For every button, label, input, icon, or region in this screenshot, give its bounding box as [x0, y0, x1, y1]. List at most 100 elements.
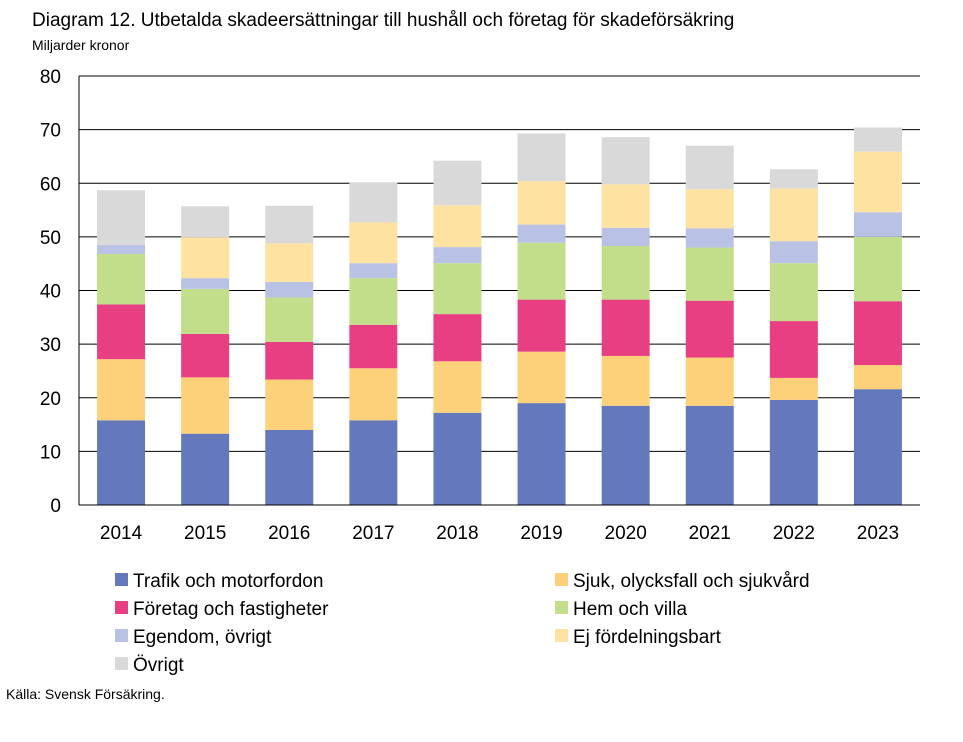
bar-segment	[433, 205, 482, 248]
x-tick-label: 2023	[857, 523, 899, 544]
legend-label: Trafik och motorfordon	[133, 571, 323, 592]
bar-segment	[349, 182, 398, 223]
bar-segment	[685, 189, 734, 229]
bar-segment	[685, 145, 734, 190]
bar-segment	[601, 227, 650, 246]
bar-segment	[853, 389, 902, 505]
bar-segment	[181, 288, 230, 334]
x-tick-label: 2018	[436, 523, 478, 544]
y-tick-label: 20	[40, 389, 61, 410]
source-note: Källa: Svensk Försäkring.	[6, 686, 165, 702]
bar-segment	[853, 301, 902, 366]
bar-segment	[853, 365, 902, 390]
bar-segment	[97, 254, 146, 305]
bar-segment	[433, 247, 482, 264]
legend-label: Egendom, övrigt	[133, 627, 272, 648]
bar-segment	[853, 151, 902, 213]
bar-segment	[265, 297, 314, 342]
x-tick-label: 2017	[352, 523, 394, 544]
y-tick-label: 70	[40, 121, 61, 142]
bar-segment	[97, 244, 146, 255]
y-tick-label: 30	[40, 335, 61, 356]
bar-segment	[517, 224, 566, 243]
y-axis-unit: Miljarder kronor	[32, 37, 130, 53]
bar-segment	[769, 169, 818, 189]
x-tick-label: 2015	[184, 523, 226, 544]
legend-swatch	[115, 601, 128, 614]
bar-segment	[769, 188, 818, 242]
bar-segment	[601, 355, 650, 406]
bar-segment	[181, 206, 230, 238]
x-tick-label: 2020	[605, 523, 647, 544]
x-tick-label: 2016	[268, 523, 310, 544]
bar-segment	[97, 420, 146, 505]
bar-segment	[685, 300, 734, 358]
bar-segment	[349, 222, 398, 264]
bar-segment	[601, 184, 650, 228]
bar-segment	[433, 412, 482, 505]
bar-segment	[265, 205, 314, 244]
bar-segment	[433, 361, 482, 413]
bar-segment	[601, 245, 650, 300]
bar-segment	[769, 241, 818, 264]
bar-segment	[853, 236, 902, 302]
bar-segment	[853, 212, 902, 237]
bar-segment	[349, 368, 398, 421]
legend-label: Företag och fastigheter	[133, 599, 329, 620]
bar-segment	[265, 281, 314, 298]
bar-segment	[685, 228, 734, 248]
bar-segment	[97, 304, 146, 360]
legend-label: Övrigt	[133, 655, 184, 676]
bar-segment	[97, 190, 146, 245]
bar-segment	[517, 403, 566, 505]
bar-segment	[181, 377, 230, 434]
legend-label: Ej fördelningsbart	[573, 627, 722, 648]
bar-segment	[601, 137, 650, 185]
legend-label: Hem och villa	[573, 599, 687, 620]
legend-swatch	[555, 629, 568, 642]
y-tick-label: 0	[50, 496, 61, 517]
chart-title: Diagram 12. Utbetalda skadeersättningar …	[32, 10, 735, 31]
bar-segment	[517, 181, 566, 225]
bar-segment	[601, 299, 650, 356]
bar-segment	[853, 127, 902, 152]
bar-segment	[517, 299, 566, 352]
y-tick-label: 40	[40, 282, 61, 303]
bar-segment	[769, 377, 818, 400]
legend-label: Sjuk, olycksfall och sjukvård	[573, 571, 810, 592]
bar-segment	[97, 359, 146, 421]
bar-segment	[349, 263, 398, 279]
bar-segment	[181, 333, 230, 378]
y-tick-label: 50	[40, 228, 61, 249]
legend-swatch	[555, 573, 568, 586]
bars	[97, 127, 902, 505]
bar-segment	[769, 399, 818, 505]
x-tick-label: 2022	[773, 523, 815, 544]
bar-segment	[769, 263, 818, 322]
bar-segment	[517, 351, 566, 404]
bar-segment	[181, 433, 230, 505]
bar-segment	[685, 247, 734, 301]
bar-segment	[181, 278, 230, 289]
bar-segment	[265, 379, 314, 430]
bar-segment	[601, 405, 650, 505]
bar-segment	[685, 357, 734, 406]
legend-swatch	[115, 629, 128, 642]
bar-segment	[181, 237, 230, 279]
bar-segment	[349, 278, 398, 325]
bar-segment	[433, 314, 482, 362]
y-tick-label: 10	[40, 442, 61, 463]
bar-segment	[265, 243, 314, 282]
bar-segment	[433, 263, 482, 315]
bar-segment	[265, 429, 314, 505]
bar-segment	[349, 420, 398, 505]
legend-swatch	[555, 601, 568, 614]
bar-segment	[517, 242, 566, 300]
legend-swatch	[115, 657, 128, 670]
legend: Trafik och motorfordon Sjuk, olycksfall o…	[115, 571, 810, 676]
x-tick-label: 2021	[689, 523, 731, 544]
bar-segment	[685, 405, 734, 505]
bar-segment	[769, 321, 818, 378]
x-tick-label: 2019	[520, 523, 562, 544]
